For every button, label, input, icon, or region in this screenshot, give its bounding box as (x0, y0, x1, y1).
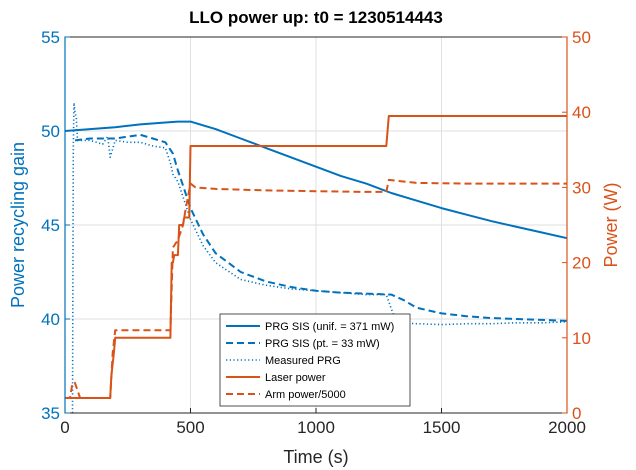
legend-box (219, 313, 411, 407)
y-right-tick-label: 40 (572, 103, 591, 122)
y-left-tick-label: 50 (41, 122, 60, 141)
chart-title: LLO power up: t0 = 1230514443 (189, 8, 443, 27)
legend-label-3: Measured PRG (265, 355, 341, 367)
series-line-3 (71, 102, 568, 414)
y-left-tick-label: 35 (41, 404, 60, 423)
y-right-tick-label: 10 (572, 329, 591, 348)
legend-label-1: PRG SIS (unif. = 371 mW) (265, 321, 394, 333)
x-tick-label: 1000 (297, 418, 335, 437)
y-right-tick-label: 0 (572, 404, 581, 423)
x-tick-label: 2000 (548, 418, 586, 437)
y-left-tick-label: 45 (41, 216, 60, 235)
series-layer (64, 102, 568, 414)
legend: PRG SIS (unif. = 371 mW) PRG SIS (pt. = 3… (219, 313, 411, 407)
x-axis-label: Time (s) (283, 447, 348, 467)
legend-items: PRG SIS (unif. = 371 mW) PRG SIS (pt. = 3… (226, 321, 394, 401)
y-left-tick-label: 40 (41, 310, 60, 329)
x-tick-label: 500 (176, 418, 204, 437)
series-line-2 (74, 133, 568, 322)
y-axis-label-right: Power (W) (601, 183, 621, 268)
x-tick-label: 1500 (423, 418, 461, 437)
x-tick-label: 0 (60, 418, 69, 437)
legend-label-4: Laser power (265, 372, 326, 384)
y-axis-label-left: Power recycling gain (8, 142, 28, 308)
series-line-1 (64, 120, 568, 240)
legend-label-2: PRG SIS (pt. = 33 mW) (265, 338, 380, 350)
series-line-5 (65, 178, 567, 399)
y-right-tick-label: 30 (572, 178, 591, 197)
ticks: 0 500 1000 1500 2000 35 40 45 50 55 0 10 20 30 40 50 (41, 28, 591, 437)
y-right-tick-label: 20 (572, 254, 591, 273)
y-left-tick-label: 55 (41, 28, 60, 47)
y-right-tick-label: 50 (572, 28, 591, 47)
legend-label-5: Arm power/5000 (265, 389, 346, 401)
